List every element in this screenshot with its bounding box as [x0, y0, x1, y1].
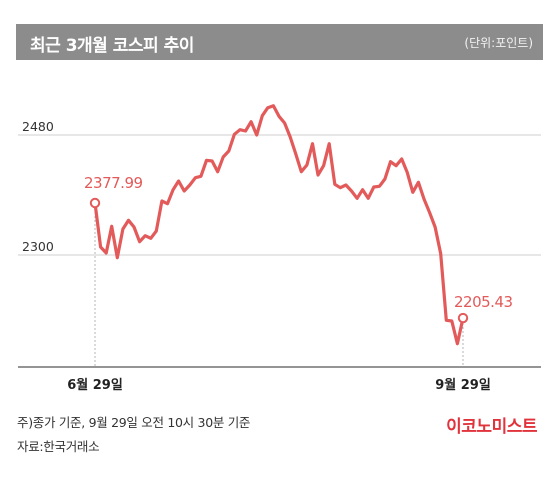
- y-tick-label: 2300: [22, 239, 54, 254]
- series-layer: [93, 104, 465, 346]
- x-tick-label: 6월 29일: [67, 377, 123, 393]
- guide-lines: [94, 208, 464, 367]
- unit-label: (단위:포인트): [464, 36, 533, 50]
- y-tick-labels: 2300 2480: [22, 119, 54, 254]
- chart-title: 최근 3개월 코스피 추이: [30, 36, 194, 56]
- annotation-label: 2377.99: [84, 174, 143, 192]
- gridlines: [18, 134, 541, 368]
- x-tick-labels: 6월 29일 9월 29일: [67, 377, 491, 393]
- x-tick-label: 9월 29일: [435, 377, 491, 393]
- annotation-marker: [457, 312, 469, 324]
- annotation-marker: [89, 197, 101, 209]
- annotations: 2377.99 2205.43: [84, 174, 513, 324]
- source-note: 자료:한국거래소: [17, 439, 100, 454]
- footnote: 주)종가 기준, 9월 29일 오전 10시 30분 기준: [17, 415, 251, 430]
- annotation-label: 2205.43: [454, 293, 513, 311]
- kospi-series-line: [93, 104, 465, 346]
- y-tick-label: 2480: [22, 119, 54, 134]
- title-bar: 최근 3개월 코스피 추이 (단위:포인트): [16, 24, 543, 60]
- brand-logo: 이코노미스트: [446, 417, 537, 437]
